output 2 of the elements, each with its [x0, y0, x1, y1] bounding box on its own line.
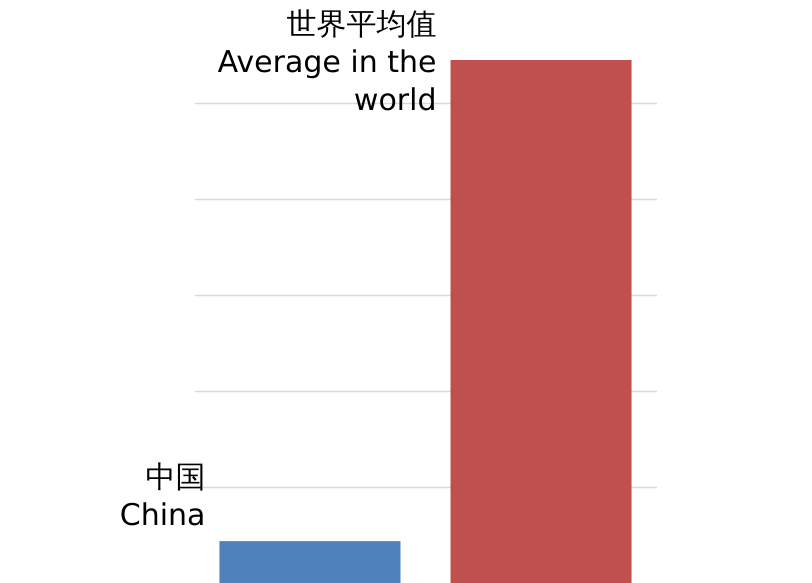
series-label: 世界平均值 Average in the world [218, 7, 437, 118]
series-label: 中国 China [120, 460, 206, 533]
